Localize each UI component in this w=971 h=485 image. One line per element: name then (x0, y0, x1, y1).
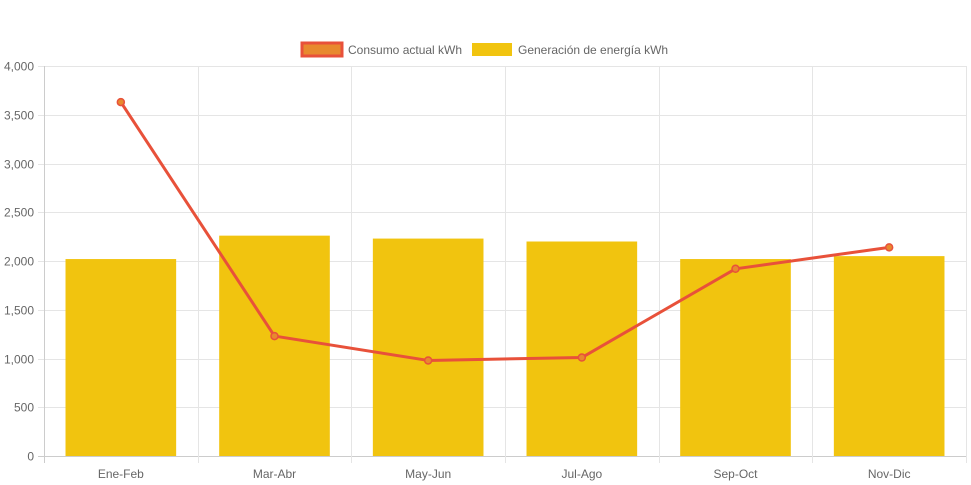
bar[interactable] (526, 241, 638, 457)
x-tick-label: Sep-Oct (713, 467, 758, 481)
y-tick-label: 2,000 (4, 255, 34, 269)
legend-label-consumo[interactable]: Consumo actual kWh (348, 43, 462, 57)
bar[interactable] (219, 235, 330, 456)
bar[interactable] (833, 256, 945, 456)
legend-swatch-generacion[interactable] (472, 43, 512, 56)
bar[interactable] (65, 259, 177, 456)
y-tick-label: 2,500 (4, 206, 34, 220)
y-tick-label: 3,500 (4, 109, 34, 123)
bar[interactable] (372, 238, 484, 456)
line-point[interactable] (884, 243, 894, 252)
y-tick-label: 4,000 (4, 60, 34, 74)
bar-series (65, 235, 945, 457)
x-tick-label: Mar-Abr (253, 467, 296, 481)
line-point[interactable] (423, 356, 433, 365)
y-tick-label: 0 (27, 450, 34, 464)
line-point[interactable] (116, 97, 126, 107)
x-tick-label: Nov-Dic (868, 467, 911, 481)
consumo-line (119, 101, 890, 362)
x-axis: Ene-Feb Mar-Abr May-Jun Jul-Ago Sep-Oct Nov-D… (98, 467, 911, 481)
legend-label-generacion[interactable]: Generación de energía kWh (518, 43, 668, 57)
y-tick-label: 500 (14, 401, 34, 415)
x-tick-label: May-Jun (405, 467, 451, 481)
line-point[interactable] (270, 331, 279, 341)
legend-swatch-consumo[interactable] (300, 41, 344, 58)
chart-legend: Consumo actual kWh Generación de energía… (300, 41, 668, 58)
y-tick-label: 1,500 (4, 304, 34, 318)
y-axis: 0 500 1,000 1,500 2,000 2,500 3,000 3,500 4,000 (4, 60, 34, 464)
x-tick-label: Jul-Ago (561, 467, 602, 481)
line-point[interactable] (577, 353, 587, 362)
y-tick-label: 3,000 (4, 158, 34, 172)
x-tick-label: Ene-Feb (98, 467, 144, 481)
y-tick-label: 1,000 (4, 353, 34, 367)
line-point[interactable] (731, 264, 740, 274)
line-series (116, 97, 894, 365)
bar[interactable] (680, 259, 791, 456)
grid (38, 66, 967, 463)
